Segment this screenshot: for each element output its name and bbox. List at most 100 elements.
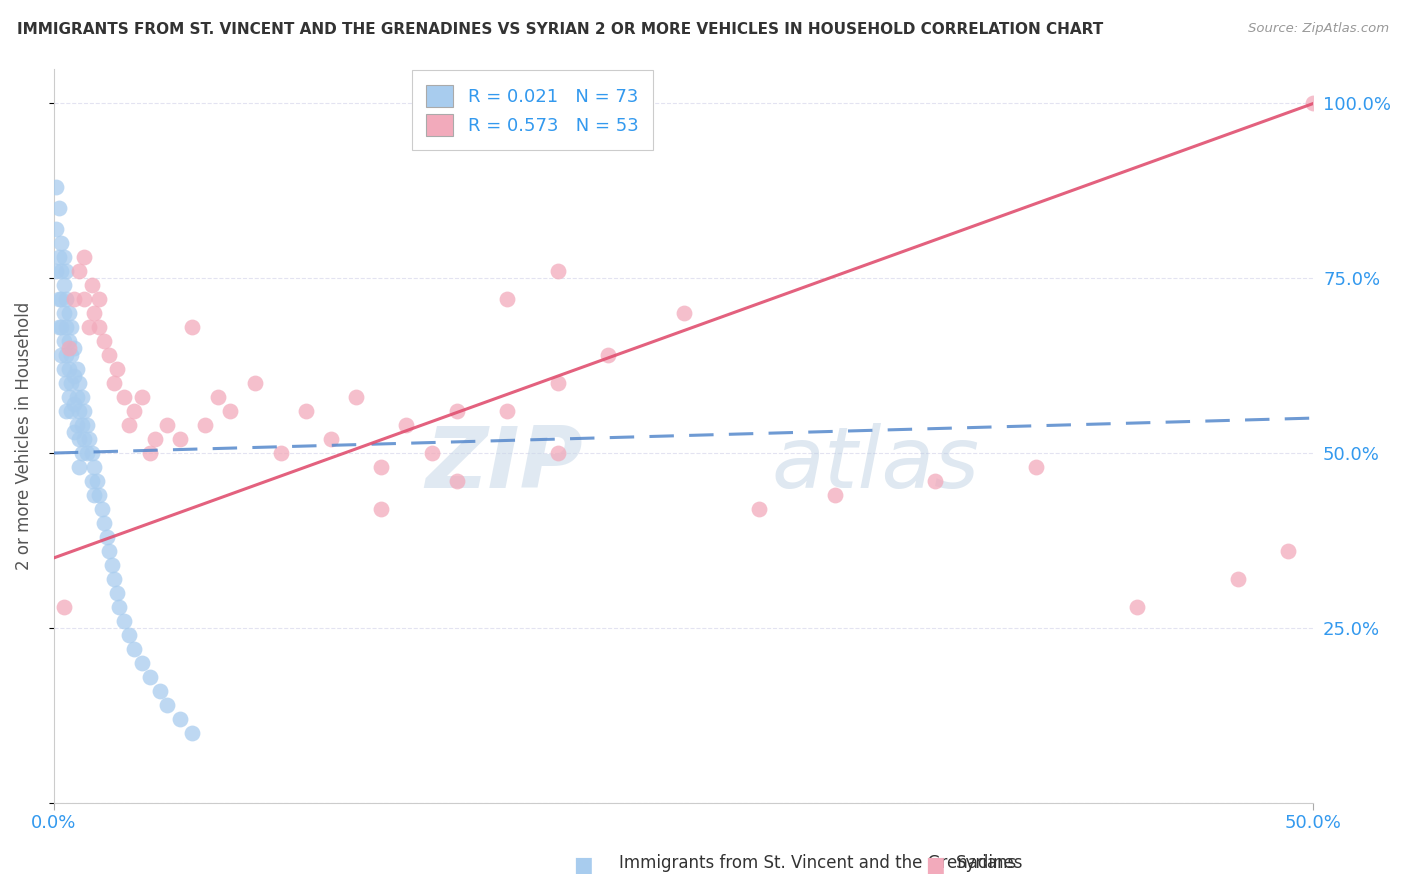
Point [1226,572,1249,586]
Point [67,432,90,446]
Point [55,404,77,418]
Point [76,446,98,460]
Point [100,558,122,572]
Point [52,278,75,293]
Point [73,250,96,264]
Point [156,418,179,433]
Point [194,418,217,433]
Point [77,320,100,334]
Point [73,292,96,306]
Point [1025,460,1047,475]
Point [245,376,267,391]
Point [156,698,179,712]
Point [124,641,146,656]
Point [138,446,160,460]
Point [65,362,87,376]
Point [105,586,128,600]
Point [63,292,86,306]
Point [112,390,135,404]
Point [270,446,292,460]
Text: Source: ZipAtlas.com: Source: ZipAtlas.com [1249,22,1389,36]
Point [219,404,242,418]
Point [55,320,77,334]
Point [112,614,135,628]
Point [370,502,392,516]
Point [67,264,90,278]
Point [58,341,80,355]
Point [103,572,125,586]
Point [420,446,443,460]
Point [55,264,77,278]
Point [60,320,83,334]
Point [748,502,770,516]
Point [67,404,90,418]
Point [52,599,75,614]
Point [596,348,619,362]
Point [70,418,93,433]
Point [294,404,316,418]
Point [51,348,73,362]
Legend: R = 0.021   N = 73, R = 0.573   N = 53: R = 0.021 N = 73, R = 0.573 N = 53 [412,70,652,151]
Point [65,418,87,433]
Point [73,404,96,418]
Point [55,348,77,362]
Point [149,683,172,698]
Point [103,376,125,391]
Point [51,320,73,334]
Point [98,348,121,362]
Point [80,446,103,460]
Point [67,460,90,475]
Point [51,264,73,278]
Point [70,390,93,404]
Point [83,488,105,502]
Point [48,292,70,306]
Point [89,320,111,334]
Point [395,418,418,433]
Text: Immigrants from St. Vincent and the Grenadines: Immigrants from St. Vincent and the Gren… [619,855,1022,872]
Point [51,236,73,251]
Point [1302,96,1324,111]
Point [86,474,108,488]
Point [48,250,70,264]
Point [98,544,121,558]
Text: IMMIGRANTS FROM ST. VINCENT AND THE GRENADINES VS SYRIAN 2 OR MORE VEHICLES IN H: IMMIGRANTS FROM ST. VINCENT AND THE GREN… [17,22,1104,37]
Point [118,418,141,433]
Text: atlas: atlas [772,424,980,507]
Text: ■: ■ [925,855,945,875]
Point [124,404,146,418]
Point [93,516,115,530]
Point [51,292,73,306]
Text: ■: ■ [574,855,593,875]
Point [446,474,468,488]
Point [143,432,166,446]
Point [76,418,98,433]
Point [55,292,77,306]
Point [496,292,519,306]
Point [93,334,115,348]
Point [169,712,191,726]
Point [45,264,67,278]
Point [63,425,86,439]
Point [138,670,160,684]
Point [181,320,204,334]
Point [105,362,128,376]
Point [89,488,111,502]
Point [52,362,75,376]
Point [181,725,204,739]
Point [547,376,569,391]
Point [58,390,80,404]
Point [77,432,100,446]
Point [169,432,191,446]
Point [58,306,80,320]
Point [370,460,392,475]
Point [67,376,90,391]
Point [672,306,695,320]
Point [319,432,342,446]
Point [58,362,80,376]
Point [70,446,93,460]
Point [1126,599,1149,614]
Point [83,306,105,320]
Point [547,446,569,460]
Point [60,376,83,391]
Point [45,222,67,236]
